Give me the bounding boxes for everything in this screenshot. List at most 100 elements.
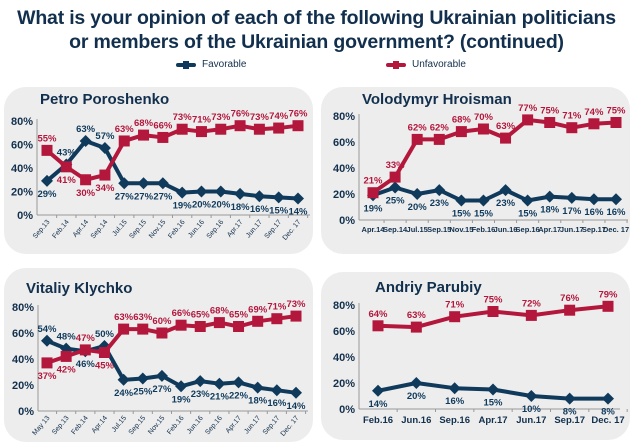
favorable-data-label: 19% xyxy=(173,201,193,212)
unfavorable-point xyxy=(99,169,111,181)
favorable-line xyxy=(372,185,616,203)
unfavorable-point xyxy=(194,321,206,332)
unfavorable-point xyxy=(156,327,168,339)
favorable-data-label: 27% xyxy=(115,191,135,202)
favorable-data-label: 24% xyxy=(114,388,134,399)
favorable-point xyxy=(477,194,490,207)
favorable-data-label: 14% xyxy=(288,207,308,218)
y-tick-label: 0% xyxy=(18,406,34,418)
unfavorable-data-label: 76% xyxy=(560,293,580,304)
y-tick-label: 80% xyxy=(11,116,33,128)
chart-andriy-parubiy: Andriy Parubiy 0% 20% 40% 60% 80% Feb.16 Jun.16… xyxy=(333,279,628,426)
x-tick-label: Sep.17 xyxy=(554,415,585,426)
unfavorable-point xyxy=(372,320,384,332)
favorable-data-label: 19% xyxy=(363,203,383,214)
x-tick-label: Nov.15 xyxy=(147,415,166,436)
unfavorable-data-label: 71% xyxy=(267,302,287,313)
favorable-data-label: 20% xyxy=(211,200,231,211)
x-tick-label: Sep.15 xyxy=(128,219,148,241)
favorable-data-label: 50% xyxy=(95,329,115,340)
legend-unfavorable-label: Unfavorable xyxy=(412,59,466,70)
unfavorable-point xyxy=(138,129,150,141)
favorable-point xyxy=(602,392,614,405)
chart-title: Petro Poroshenko xyxy=(40,91,169,108)
favorable-point xyxy=(214,185,227,198)
favorable-data-label: 54% xyxy=(37,324,57,335)
unfavorable-point xyxy=(449,311,461,323)
favorable-data-label: 14% xyxy=(286,401,306,412)
favorable-data-label: 29% xyxy=(37,189,57,200)
x-tick-label: Jun.17 xyxy=(560,225,584,234)
unfavorable-point xyxy=(455,126,467,138)
unfavorable-point xyxy=(477,123,489,135)
favorable-point xyxy=(290,386,302,399)
favorable-point xyxy=(176,186,189,199)
unfavorable-point xyxy=(433,133,445,145)
favorable-point xyxy=(117,373,130,386)
unfavorable-data-label: 71% xyxy=(445,300,465,311)
chart-title: Andriy Parubiy xyxy=(375,279,482,296)
favorable-point xyxy=(253,190,266,203)
unfavorable-data-label: 30% xyxy=(76,188,96,199)
x-tick-label: Apr.17 xyxy=(226,219,244,239)
x-tick-label: Jun.17 xyxy=(245,219,264,240)
unfavorable-data-label: 68% xyxy=(452,115,472,126)
unfavorable-data-label: 76% xyxy=(288,109,308,120)
unfavorable-data-label: 33% xyxy=(386,160,406,171)
unfavorable-point xyxy=(60,161,72,173)
x-tick-label: Sep.16 xyxy=(204,415,224,437)
unfavorable-point xyxy=(602,300,614,312)
unfavorable-point xyxy=(80,174,92,186)
unfavorable-data-label: 45% xyxy=(95,361,115,372)
unfavorable-point xyxy=(176,123,188,135)
favorable-data-label: 18% xyxy=(248,396,268,407)
x-tick-label: Sep.17 xyxy=(264,219,284,241)
favorable-point xyxy=(292,192,304,205)
x-tick-label: Dec. 17 xyxy=(591,415,624,426)
unfavorable-point xyxy=(213,317,225,329)
x-tick-label: Jun.16 xyxy=(401,415,431,426)
favorable-point xyxy=(175,380,188,393)
unfavorable-point xyxy=(195,126,207,138)
x-tick-label: Dec. 17 xyxy=(603,225,629,234)
favorable-data-label: 16% xyxy=(584,207,604,218)
unfavorable-data-label: 77% xyxy=(518,103,538,114)
favorable-data-label: 48% xyxy=(57,332,77,343)
unfavorable-data-label: 73% xyxy=(286,299,306,310)
x-tick-label: Feb.16 xyxy=(166,415,185,436)
favorable-data-label: 23% xyxy=(430,198,450,209)
unfavorable-data-label: 37% xyxy=(37,371,57,382)
unfavorable-point xyxy=(525,309,537,321)
unfavorable-data-label: 65% xyxy=(191,310,211,321)
favorable-data-label: 22% xyxy=(229,390,249,401)
x-tick-label: Sep.17 xyxy=(582,225,606,234)
unfavorable-data-label: 70% xyxy=(474,112,494,123)
x-tick-label: Dec. 17 xyxy=(282,219,303,242)
favorable-point xyxy=(270,384,283,397)
unfavorable-data-label: 73% xyxy=(211,112,231,123)
favorable-data-label: 16% xyxy=(250,204,270,215)
title-line-2: or members of the Ukrainian government? … xyxy=(69,31,564,53)
unfavorable-data-label: 75% xyxy=(606,106,626,117)
favorable-data-label: 18% xyxy=(231,202,251,213)
x-tick-label: Jun.17 xyxy=(516,415,546,426)
favorable-data-label: 23% xyxy=(191,389,211,400)
unfavorable-point xyxy=(566,122,578,134)
favorable-point xyxy=(41,334,53,347)
favorable-data-label: 8% xyxy=(601,407,615,418)
unfavorable-point xyxy=(252,315,264,327)
favorable-data-label: 15% xyxy=(269,205,289,216)
y-tick-label: 60% xyxy=(11,140,33,152)
favorable-point xyxy=(234,187,247,200)
x-tick-label: Apr.14 xyxy=(91,415,109,435)
favorable-data-label: 27% xyxy=(134,191,154,202)
favorable-data-label: 16% xyxy=(267,398,287,409)
unfavorable-data-label: 62% xyxy=(408,122,428,133)
x-tick-label: Jun.16 xyxy=(494,225,518,234)
x-tick-label: Apr.17 xyxy=(478,415,507,426)
favorable-data-label: 27% xyxy=(153,191,173,202)
favorable-point xyxy=(543,190,556,203)
favorable-data-label: 15% xyxy=(452,209,472,220)
favorable-point xyxy=(372,384,384,397)
unfavorable-point xyxy=(610,117,622,128)
